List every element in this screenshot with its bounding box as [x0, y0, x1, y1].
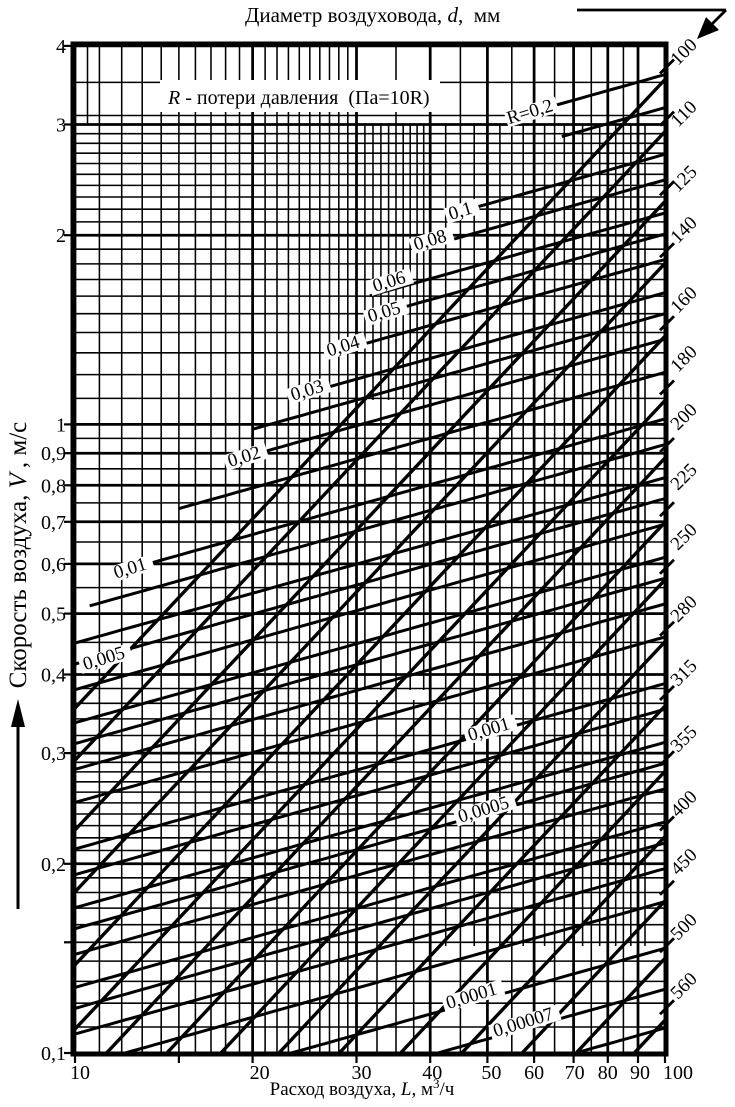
svg-text:0,4: 0,4 [41, 665, 66, 687]
svg-text:40: 40 [422, 1062, 442, 1084]
svg-text:0,7: 0,7 [41, 512, 66, 534]
svg-text:Расход воздуха, L, м3/ч: Расход воздуха, L, м3/ч [270, 1076, 455, 1100]
svg-text:80: 80 [598, 1062, 618, 1084]
svg-text:0,3: 0,3 [41, 743, 66, 765]
svg-text:4: 4 [56, 36, 66, 58]
svg-text:1: 1 [56, 414, 66, 436]
svg-text:0,9: 0,9 [41, 443, 66, 465]
svg-text:3: 3 [56, 115, 66, 137]
svg-text:0,1: 0,1 [41, 1043, 66, 1065]
svg-text:0,5: 0,5 [41, 604, 66, 626]
svg-text:60: 60 [524, 1062, 544, 1084]
svg-text:90: 90 [630, 1062, 650, 1084]
svg-text:R - потери давления (Па=10R): R - потери давления (Па=10R) [167, 87, 430, 109]
svg-text:50: 50 [481, 1062, 501, 1084]
svg-text:0,6: 0,6 [41, 554, 66, 576]
svg-text:0,2: 0,2 [41, 854, 66, 876]
svg-text:30: 30 [352, 1062, 372, 1084]
svg-text:Скорость воздуха, V , м/с: Скорость воздуха, V , м/с [5, 422, 32, 689]
svg-text:0,8: 0,8 [41, 475, 66, 497]
svg-text:70: 70 [565, 1062, 585, 1084]
svg-text:2: 2 [56, 225, 66, 247]
svg-text:20: 20 [250, 1062, 270, 1084]
svg-text:10: 10 [70, 1062, 90, 1084]
svg-text:Диаметр воздуховода, d, мм: Диаметр воздуховода, d, мм [245, 3, 500, 27]
svg-text:100: 100 [663, 1062, 693, 1084]
